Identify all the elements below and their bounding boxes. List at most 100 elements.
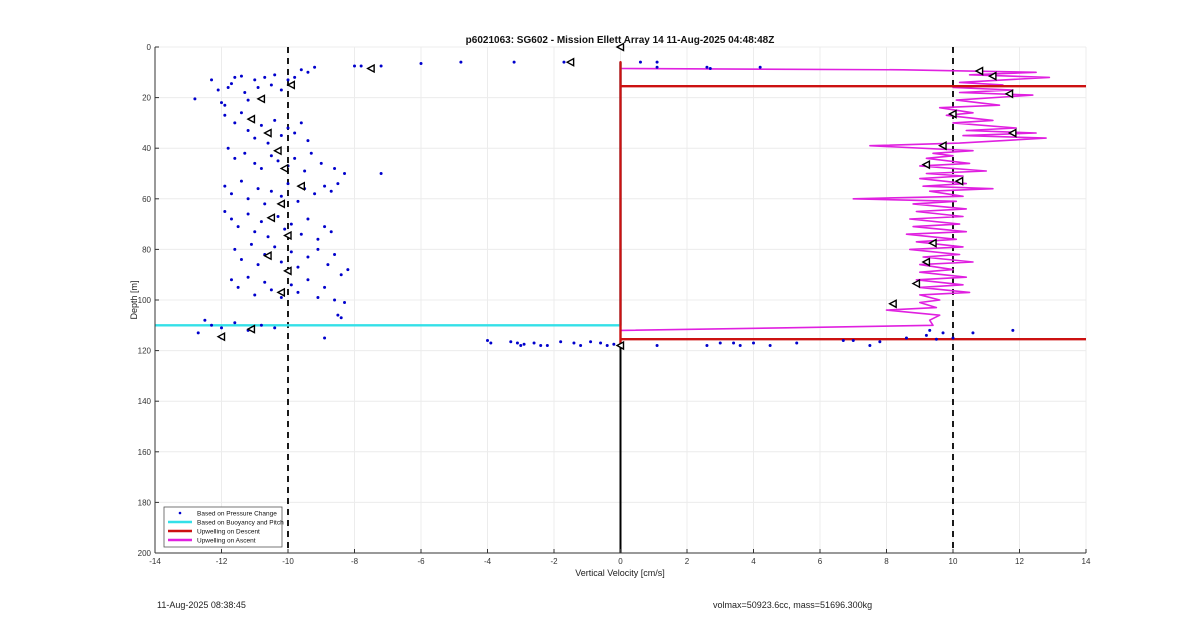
x-tick-label: -14 — [149, 557, 161, 566]
data-point — [705, 344, 709, 348]
data-point — [333, 298, 337, 302]
x-tick-label: 6 — [818, 557, 823, 566]
data-point — [486, 338, 489, 342]
data-point — [599, 341, 603, 345]
data-point — [316, 247, 320, 251]
data-point — [934, 337, 938, 341]
data-point — [851, 338, 855, 342]
triangle-marker — [263, 128, 272, 138]
y-tick-label: 200 — [138, 549, 152, 558]
y-tick-label: 140 — [138, 397, 152, 406]
data-point — [522, 342, 526, 346]
data-point — [589, 340, 593, 344]
data-point — [333, 166, 337, 170]
triangle-marker — [273, 146, 282, 156]
data-point — [928, 328, 932, 332]
data-point — [223, 103, 227, 107]
triangle-marker — [921, 257, 931, 267]
triangle-marker — [921, 159, 931, 170]
data-point — [339, 273, 343, 277]
data-point — [259, 323, 263, 327]
data-point — [256, 263, 260, 267]
data-point — [246, 197, 250, 201]
triangle-marker — [286, 80, 296, 90]
legend-label: Based on Buoyancy and Pitch — [197, 520, 284, 527]
triangle-marker — [954, 176, 964, 186]
data-point — [269, 83, 273, 87]
data-point — [924, 333, 928, 337]
data-point — [269, 189, 273, 193]
data-point — [489, 341, 493, 345]
data-point — [279, 194, 283, 198]
x-tick-label: 10 — [949, 557, 958, 566]
x-tick-label: 4 — [751, 557, 756, 566]
data-point — [233, 156, 237, 160]
x-tick-label: -4 — [484, 557, 492, 566]
data-point — [539, 344, 543, 348]
data-point — [316, 295, 320, 299]
chart-title: p6021063: SG602 - Mission Ellett Array 1… — [466, 35, 775, 46]
y-tick-label: 120 — [138, 347, 152, 356]
data-point — [512, 60, 516, 64]
data-point — [559, 340, 563, 344]
data-point — [220, 326, 223, 330]
data-point — [306, 139, 310, 143]
data-point — [253, 293, 257, 297]
data-point — [256, 187, 260, 191]
data-point — [878, 340, 882, 344]
data-point — [266, 235, 270, 239]
data-point — [971, 331, 975, 335]
data-point — [353, 64, 356, 68]
data-point — [323, 285, 327, 289]
data-point — [941, 331, 945, 335]
triangle-marker — [366, 63, 375, 74]
data-point — [306, 278, 310, 282]
data-point — [226, 85, 230, 89]
data-point — [239, 179, 243, 183]
data-point — [276, 159, 280, 163]
data-point — [379, 172, 383, 175]
triangle-marker — [296, 181, 305, 191]
x-axis-label: Vertical Velocity [cm/s] — [575, 568, 665, 578]
triangle-marker — [565, 57, 575, 67]
data-point — [236, 285, 240, 289]
x-tick-label: -10 — [282, 557, 294, 566]
data-point — [196, 331, 200, 335]
data-point — [279, 88, 283, 92]
legend-label: Upwelling on Descent — [197, 529, 260, 536]
triangle-marker — [911, 278, 921, 289]
series-layer — [155, 47, 1086, 553]
data-point — [579, 344, 583, 348]
x-tick-label: -2 — [550, 557, 558, 566]
series-path — [155, 62, 622, 327]
data-point — [313, 65, 317, 69]
triangle-marker — [283, 266, 292, 276]
data-point — [286, 126, 290, 130]
data-point — [795, 341, 799, 345]
x-tick-label: -12 — [216, 557, 228, 566]
data-point — [329, 189, 333, 193]
data-point — [193, 97, 197, 101]
series-path — [619, 62, 1051, 332]
data-point — [243, 151, 247, 155]
data-point — [246, 275, 250, 279]
data-point — [216, 88, 220, 92]
triangle-marker — [974, 66, 984, 76]
footer-volmax-mass: volmax=50923.6cc, mass=51696.300kg — [713, 600, 873, 610]
data-point — [509, 340, 513, 344]
data-point — [705, 65, 709, 69]
data-point — [359, 64, 363, 68]
data-point — [306, 70, 310, 74]
data-point — [419, 61, 423, 65]
data-point — [273, 73, 277, 77]
data-point — [313, 192, 317, 196]
data-point — [296, 265, 300, 269]
data-point — [306, 217, 310, 221]
data-point — [323, 225, 327, 229]
triangle-marker — [987, 71, 997, 81]
triangle-marker — [276, 199, 286, 209]
data-point — [279, 295, 283, 299]
data-point — [336, 182, 340, 186]
data-point — [259, 220, 263, 224]
data-point — [655, 60, 659, 64]
